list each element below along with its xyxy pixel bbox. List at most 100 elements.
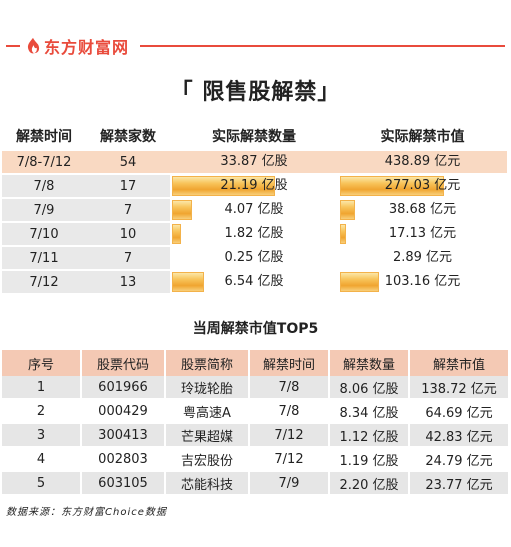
- summary-period-cell: 7/9: [2, 198, 86, 223]
- summary-quantity-text: 6.54 亿股: [224, 274, 284, 289]
- top5-body: 1 601966 玲珑轮胎 7/8 8.06 亿股 138.72 亿元 2 000429 粤高速…: [2, 376, 510, 496]
- summary-header-row: 解禁时间 解禁家数 实际解禁数量 实际解禁市值: [2, 121, 507, 151]
- top5-value-cell: 24.79 亿元: [409, 447, 510, 472]
- top5-header-name: 股票简称: [165, 350, 250, 376]
- top5-header-quantity: 解禁数量: [329, 350, 410, 376]
- quantity-share-bar: [172, 224, 181, 244]
- summary-value-text: 17.13 亿元: [388, 226, 457, 241]
- summary-value-cell: 38.68 亿元: [338, 198, 507, 223]
- page-title: 「 限售股解禁」: [170, 80, 341, 105]
- summary-value-cell: 2.89 亿元: [338, 246, 507, 271]
- summary-quantity-cell: 6.54 亿股: [170, 270, 338, 295]
- top5-date-cell: 7/8: [249, 376, 330, 400]
- summary-value-text: 438.89 亿元: [384, 154, 461, 169]
- header: 东方财富网: [0, 0, 511, 60]
- summary-row: 7/9 7 4.07 亿股 38.68 亿元: [2, 198, 507, 223]
- top5-quantity-cell: 8.34 亿股: [329, 399, 410, 424]
- top5-value-cell: 42.83 亿元: [409, 423, 510, 448]
- summary-period-cell: 7/8: [2, 174, 86, 199]
- header-rule-left: [6, 45, 20, 47]
- data-source-note: 数据来源：东方财富Choice数据: [6, 507, 167, 518]
- value-share-bar: [340, 200, 355, 220]
- top5-date-cell: 7/12: [249, 447, 330, 472]
- top5-rank-cell: 3: [2, 423, 82, 448]
- top5-value-cell: 23.77 亿元: [409, 471, 510, 496]
- summary-row: 7/10 10 1.82 亿股 17.13 亿元: [2, 222, 507, 247]
- summary-value-cell: 103.16 亿元: [338, 270, 507, 295]
- top5-code-cell: 603105: [81, 471, 166, 496]
- top5-rank-cell: 4: [2, 447, 82, 472]
- top5-header-row: 序号 股票代码 股票简称 解禁时间 解禁数量 解禁市值: [2, 350, 510, 376]
- top5-date-cell: 7/8: [249, 399, 330, 424]
- top5-value-cell: 138.72 亿元: [409, 376, 510, 400]
- summary-count-cell: 13: [86, 270, 170, 295]
- summary-value-cell: 277.03 亿元: [338, 174, 507, 199]
- quantity-share-bar: [172, 200, 192, 220]
- top5-rank-cell: 5: [2, 471, 82, 496]
- summary-count-cell: 7: [86, 198, 170, 223]
- top5-rank-cell: 1: [2, 376, 82, 400]
- quantity-share-bar: [172, 176, 275, 196]
- summary-value-text: 2.89 亿元: [392, 250, 453, 265]
- top5-name-cell: 芯能科技: [165, 471, 250, 496]
- summary-count-cell: 7: [86, 246, 170, 271]
- top5-header-rank: 序号: [2, 350, 82, 376]
- summary-header-quantity: 实际解禁数量: [212, 129, 296, 145]
- top5-row: 4 002803 吉宏股份 7/12 1.19 亿股 24.79 亿元: [2, 447, 510, 472]
- top5-quantity-cell: 8.06 亿股: [329, 376, 410, 400]
- top5-date-cell: 7/9: [249, 471, 330, 496]
- top5-row: 3 300413 芒果超媒 7/12 1.12 亿股 42.83 亿元: [2, 423, 510, 448]
- top5-quantity-cell: 2.20 亿股: [329, 471, 410, 496]
- summary-quantity-text: 0.25 亿股: [224, 250, 284, 265]
- value-share-bar: [340, 224, 347, 244]
- top5-row: 2 000429 粤高速A 7/8 8.34 亿股 64.69 亿元: [2, 399, 510, 424]
- summary-quantity-cell: 0.25 亿股: [170, 246, 338, 271]
- value-share-bar: [340, 176, 445, 196]
- quantity-share-bar: [172, 272, 204, 292]
- header-rule-right: [140, 45, 505, 47]
- summary-value-text: 38.68 亿元: [388, 202, 457, 217]
- summary-count-cell: 54: [86, 151, 170, 175]
- summary-count-cell: 17: [86, 174, 170, 199]
- summary-quantity-cell: 33.87 亿股: [170, 151, 338, 175]
- summary-quantity-text: 33.87 亿股: [220, 154, 288, 169]
- summary-row: 7/8 17 21.19 亿股 277.03 亿元: [2, 174, 507, 199]
- top5-name-cell: 玲珑轮胎: [165, 376, 250, 400]
- top5-date-cell: 7/12: [249, 423, 330, 448]
- summary-quantity-cell: 1.82 亿股: [170, 222, 338, 247]
- summary-quantity-cell: 4.07 亿股: [170, 198, 338, 223]
- summary-quantity-text: 4.07 亿股: [224, 202, 284, 217]
- brand-name: 东方财富网: [44, 38, 130, 57]
- top5-code-cell: 300413: [81, 423, 166, 448]
- top5-quantity-cell: 1.19 亿股: [329, 447, 410, 472]
- summary-header-count: 解禁家数: [100, 129, 156, 145]
- top5-header-value: 解禁市值: [409, 350, 510, 376]
- summary-header-value: 实际解禁市值: [380, 129, 465, 145]
- top5-quantity-cell: 1.12 亿股: [329, 423, 410, 448]
- summary-period-cell: 7/10: [2, 222, 86, 247]
- top5-code-cell: 002803: [81, 447, 166, 472]
- unlock-summary-table: 解禁时间 解禁家数 实际解禁数量 实际解禁市值 7/8-7/12 54 33.87 …: [2, 121, 507, 295]
- top5-title: 当周解禁市值TOP5: [192, 321, 319, 337]
- top5-name-cell: 吉宏股份: [165, 447, 250, 472]
- top5-code-cell: 601966: [81, 376, 166, 400]
- summary-period-cell: 7/11: [2, 246, 86, 271]
- summary-period-cell: 7/8-7/12: [2, 151, 86, 175]
- top5-name-cell: 芒果超媒: [165, 423, 250, 448]
- summary-row: 7/8-7/12 54 33.87 亿股 438.89 亿元: [2, 151, 507, 175]
- top5-name-cell: 粤高速A: [165, 399, 250, 424]
- brand-logo: 东方财富网: [24, 34, 129, 58]
- top5-row: 1 601966 玲珑轮胎 7/8 8.06 亿股 138.72 亿元: [2, 376, 510, 400]
- summary-quantity-text: 1.82 亿股: [224, 226, 284, 241]
- summary-row: 7/12 13 6.54 亿股 103.16 亿元: [2, 270, 507, 295]
- value-share-bar: [340, 272, 379, 292]
- summary-quantity-text: 21.19 亿股: [220, 178, 288, 193]
- summary-period-cell: 7/12: [2, 270, 86, 295]
- top5-header-code: 股票代码: [81, 350, 166, 376]
- summary-header-period: 解禁时间: [16, 129, 72, 145]
- top5-table: 序号 股票代码 股票简称 解禁时间 解禁数量 解禁市值 1 601966 玲珑轮胎 7…: [2, 350, 510, 496]
- summary-value-cell: 438.89 亿元: [338, 151, 507, 175]
- top5-code-cell: 000429: [81, 399, 166, 424]
- flame-logo-icon: [27, 37, 40, 54]
- top5-rank-cell: 2: [2, 399, 82, 424]
